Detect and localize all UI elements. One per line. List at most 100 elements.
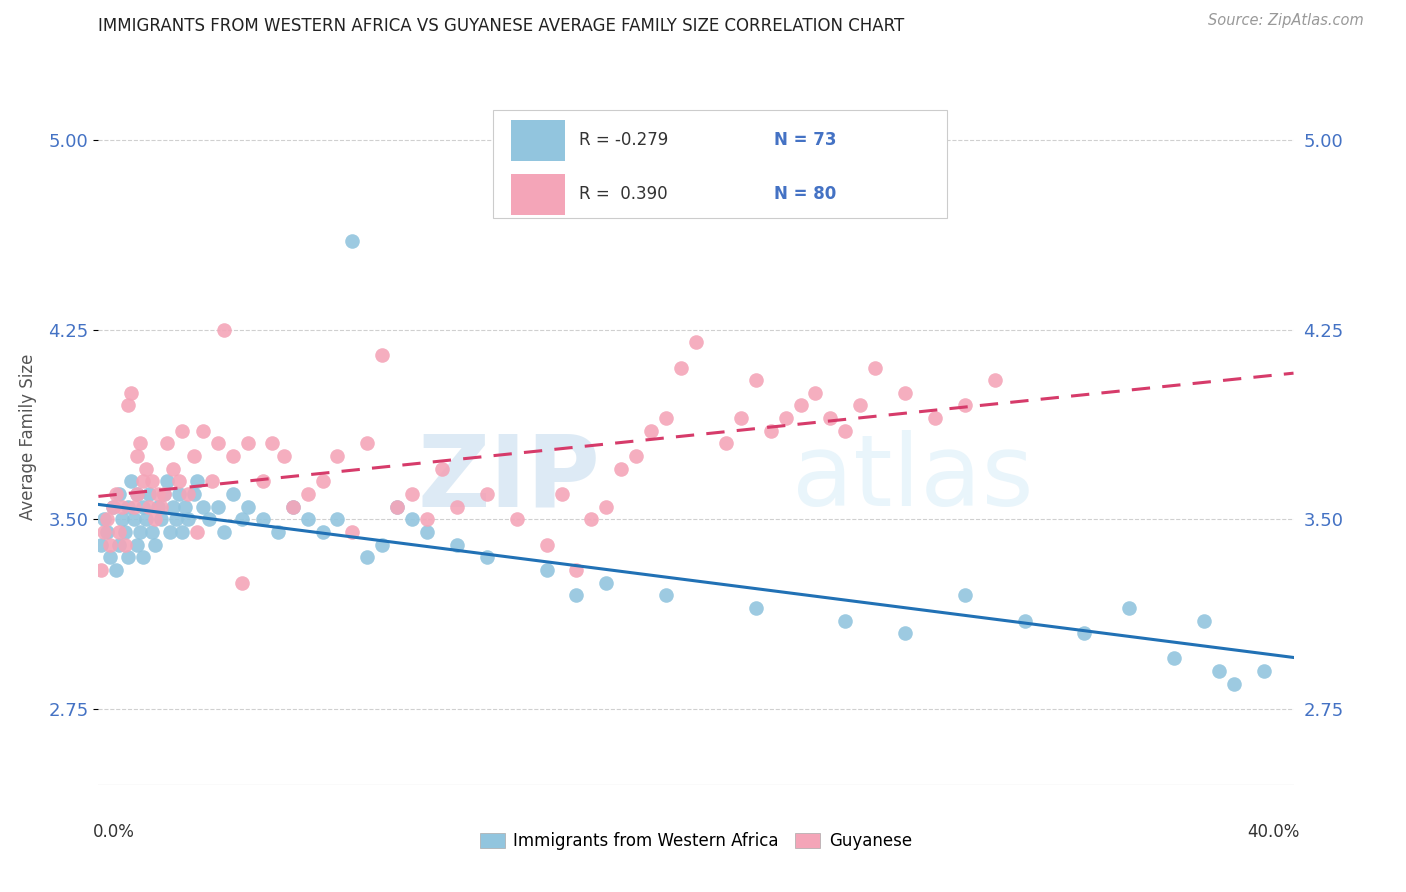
Point	[550, 487, 572, 501]
Point	[183, 487, 205, 501]
Point	[111, 500, 134, 514]
Point	[212, 524, 235, 539]
Point	[506, 512, 529, 526]
Point	[198, 512, 221, 526]
Point	[745, 600, 768, 615]
Point	[177, 512, 200, 526]
Point	[183, 449, 205, 463]
Point	[416, 512, 439, 526]
Point	[475, 550, 498, 565]
Bar	[494, 110, 948, 218]
Point	[311, 475, 333, 489]
Point	[401, 487, 423, 501]
Text: R = -0.279: R = -0.279	[579, 131, 668, 149]
Point	[356, 550, 378, 565]
Point	[162, 500, 184, 514]
Point	[162, 461, 184, 475]
Point	[297, 487, 319, 501]
Point	[581, 512, 603, 526]
Point	[150, 500, 173, 514]
Point	[172, 424, 194, 438]
Point	[1073, 626, 1095, 640]
Point	[93, 512, 115, 526]
Point	[143, 538, 166, 552]
Point	[416, 524, 439, 539]
Point	[156, 436, 179, 450]
Point	[371, 348, 394, 362]
Point	[669, 360, 692, 375]
Point	[789, 399, 811, 413]
Point	[124, 512, 146, 526]
Point	[120, 385, 142, 400]
Point	[231, 512, 253, 526]
Point	[1192, 614, 1215, 628]
Point	[153, 487, 176, 501]
Point	[186, 524, 208, 539]
Point	[141, 524, 163, 539]
Bar	[510, 174, 565, 215]
Point	[536, 538, 558, 552]
Point	[356, 436, 378, 450]
Point	[96, 524, 118, 539]
Point	[100, 550, 122, 565]
Point	[141, 475, 163, 489]
Point	[401, 512, 423, 526]
Point	[207, 500, 229, 514]
Point	[159, 524, 181, 539]
Bar	[510, 120, 565, 161]
Point	[231, 575, 253, 590]
Point	[127, 487, 149, 501]
Point	[150, 512, 173, 526]
Point	[114, 538, 136, 552]
Point	[108, 538, 131, 552]
Point	[536, 563, 558, 577]
Point	[311, 524, 333, 539]
Point	[120, 475, 142, 489]
Y-axis label: Average Family Size: Average Family Size	[20, 354, 38, 520]
Point	[281, 500, 304, 514]
Point	[132, 500, 155, 514]
Point	[117, 399, 139, 413]
Point	[446, 538, 468, 552]
Point	[775, 411, 797, 425]
Point	[834, 614, 856, 628]
Point	[595, 575, 617, 590]
Point	[297, 512, 319, 526]
Point	[90, 538, 112, 552]
Point	[640, 424, 662, 438]
Text: N = 80: N = 80	[775, 186, 837, 203]
Point	[105, 563, 128, 577]
Point	[103, 500, 125, 514]
Point	[143, 512, 166, 526]
Point	[281, 500, 304, 514]
Point	[849, 399, 872, 413]
Point	[108, 524, 131, 539]
Point	[127, 487, 149, 501]
Point	[714, 436, 737, 450]
Point	[129, 524, 152, 539]
Point	[167, 475, 190, 489]
Point	[186, 475, 208, 489]
Point	[148, 500, 170, 514]
Legend: Immigrants from Western Africa, Guyanese: Immigrants from Western Africa, Guyanese	[474, 825, 918, 856]
Point	[201, 475, 224, 489]
Point	[117, 550, 139, 565]
Point	[174, 500, 197, 514]
Point	[177, 487, 200, 501]
Point	[1223, 677, 1246, 691]
Point	[326, 449, 349, 463]
Point	[865, 360, 887, 375]
Point	[924, 411, 946, 425]
Point	[252, 475, 274, 489]
Text: 0.0%: 0.0%	[93, 823, 135, 841]
Point	[124, 500, 146, 514]
Point	[1014, 614, 1036, 628]
Point	[96, 512, 118, 526]
Point	[127, 449, 149, 463]
Point	[132, 550, 155, 565]
Point	[953, 588, 976, 602]
Point	[595, 500, 617, 514]
Point	[191, 424, 214, 438]
Point	[138, 487, 160, 501]
Point	[385, 500, 409, 514]
